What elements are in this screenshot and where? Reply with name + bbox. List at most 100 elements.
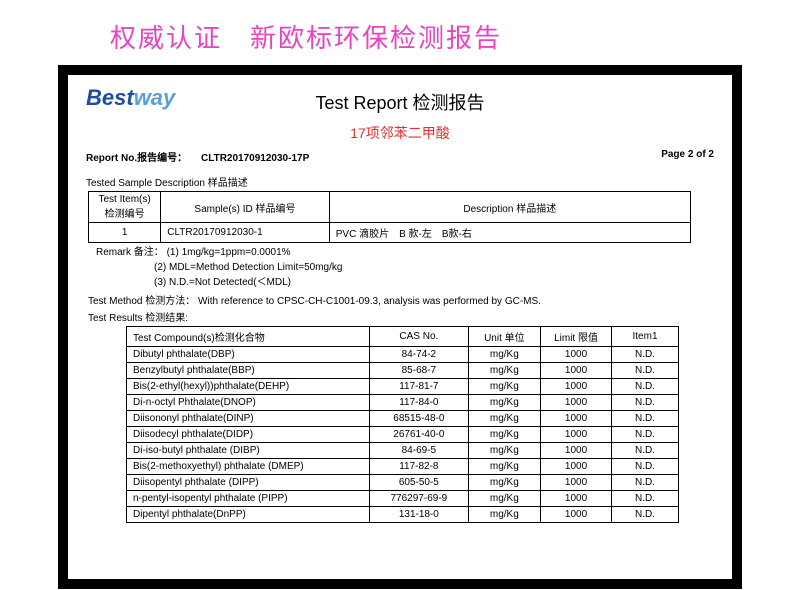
results-header-row: Test Compound(s)检测化合物 CAS No. Unit 单位 Li… [127, 327, 679, 347]
cell-unit: mg/Kg [469, 491, 541, 507]
logo-part1: Best [86, 85, 134, 110]
report-header: Bestway Test Report 检测报告 [86, 85, 714, 121]
sample-row: 1 CLTR20170912030-1 PVC 滴胶片 B 款-左 B款-右 [89, 223, 691, 243]
cell-cas: 26761-40-0 [369, 427, 468, 443]
results-row: Benzylbutyl phthalate(BBP)85-68-7mg/Kg10… [127, 363, 679, 379]
cell-unit: mg/Kg [469, 347, 541, 363]
results-row: Di-n-octyl Phthalate(DNOP)117-84-0mg/Kg1… [127, 395, 679, 411]
method-text: With reference to CPSC-CH-C1001-09.3, an… [198, 296, 541, 307]
test-method: Test Method 检测方法： With reference to CPSC… [88, 292, 714, 307]
cell-limit: 1000 [540, 427, 612, 443]
report-frame: Bestway Test Report 检测报告 17项邻苯二甲酸 Report… [58, 65, 742, 589]
cell-cas: 117-84-0 [369, 395, 468, 411]
report-no-value: CLTR20170912030-17P [201, 153, 309, 164]
results-row: Diisononyl phthalate(DINP)68515-48-0mg/K… [127, 411, 679, 427]
results-label: Test Results 检测结果: [88, 309, 714, 324]
col-sample-id: Sample(s) ID 样品编号 [161, 192, 330, 223]
report-no: Report No.报告编号： CLTR20170912030-17P [86, 149, 309, 164]
col-description: Description 样品描述 [329, 192, 690, 223]
cell-name: Di-n-octyl Phthalate(DNOP) [127, 395, 370, 411]
cell-item: N.D. [612, 363, 678, 379]
remarks-block: Remark 备注： (1) 1mg/kg=1ppm=0.0001% (2) M… [96, 245, 714, 290]
sample-id: CLTR20170912030-1 [161, 223, 330, 243]
cell-unit: mg/Kg [469, 363, 541, 379]
cell-name: Diisononyl phthalate(DINP) [127, 411, 370, 427]
report-subtitle: 17项邻苯二甲酸 [86, 123, 714, 143]
cell-item: N.D. [612, 475, 678, 491]
cell-limit: 1000 [540, 395, 612, 411]
remark-label: Remark 备注： [96, 247, 164, 258]
remark-1: (1) 1mg/kg=1ppm=0.0001% [167, 247, 291, 258]
cell-limit: 1000 [540, 379, 612, 395]
cell-unit: mg/Kg [469, 507, 541, 523]
cell-limit: 1000 [540, 411, 612, 427]
cell-name: n-pentyl-isopentyl phthalate (PIPP) [127, 491, 370, 507]
cell-limit: 1000 [540, 475, 612, 491]
cell-name: Dibutyl phthalate(DBP) [127, 347, 370, 363]
cell-item: N.D. [612, 507, 678, 523]
remark-3: (3) N.D.=Not Detected(＜MDL) [154, 275, 714, 290]
results-row: n-pentyl-isopentyl phthalate (PIPP)77629… [127, 491, 679, 507]
results-row: Dibutyl phthalate(DBP)84-74-2mg/Kg1000N.… [127, 347, 679, 363]
cell-name: Diisopentyl phthalate (DIPP) [127, 475, 370, 491]
cell-cas: 605-50-5 [369, 475, 468, 491]
col-unit: Unit 单位 [469, 327, 541, 347]
cell-cas: 84-69-5 [369, 443, 468, 459]
cell-item: N.D. [612, 427, 678, 443]
sample-num: 1 [89, 223, 161, 243]
col-compound: Test Compound(s)检测化合物 [127, 327, 370, 347]
cell-cas: 117-81-7 [369, 379, 468, 395]
cell-name: Bis(2-methoxyethyl) phthalate (DMEP) [127, 459, 370, 475]
cell-name: Dipentyl phthalate(DnPP) [127, 507, 370, 523]
cell-item: N.D. [612, 347, 678, 363]
page-banner: 权威认证 新欧标环保检测报告 [110, 18, 502, 55]
results-row: Diisodecyl phthalate(DIDP)26761-40-0mg/K… [127, 427, 679, 443]
cell-unit: mg/Kg [469, 427, 541, 443]
cell-name: Diisodecyl phthalate(DIDP) [127, 427, 370, 443]
sample-desc-label: Tested Sample Description 样品描述 [86, 174, 714, 189]
cell-unit: mg/Kg [469, 443, 541, 459]
cell-unit: mg/Kg [469, 411, 541, 427]
brand-logo: Bestway [86, 85, 175, 111]
cell-limit: 1000 [540, 459, 612, 475]
results-table: Test Compound(s)检测化合物 CAS No. Unit 单位 Li… [126, 326, 679, 523]
cell-item: N.D. [612, 395, 678, 411]
cell-cas: 68515-48-0 [369, 411, 468, 427]
sample-header-row: Test Item(s) 检测编号 Sample(s) ID 样品编号 Desc… [89, 192, 691, 223]
page-number: Page 2 of 2 [661, 149, 714, 164]
logo-part2: way [134, 85, 176, 110]
results-row: Diisopentyl phthalate (DIPP)605-50-5mg/K… [127, 475, 679, 491]
col-test-item: Test Item(s) 检测编号 [89, 192, 161, 223]
report-title: Test Report 检测报告 [86, 85, 714, 115]
cell-item: N.D. [612, 491, 678, 507]
col-limit: Limit 限值 [540, 327, 612, 347]
cell-limit: 1000 [540, 507, 612, 523]
report-paper: Bestway Test Report 检测报告 17项邻苯二甲酸 Report… [68, 75, 732, 579]
results-body: Dibutyl phthalate(DBP)84-74-2mg/Kg1000N.… [127, 347, 679, 523]
cell-item: N.D. [612, 411, 678, 427]
cell-name: Benzylbutyl phthalate(BBP) [127, 363, 370, 379]
cell-item: N.D. [612, 443, 678, 459]
cell-unit: mg/Kg [469, 395, 541, 411]
results-row: Bis(2-ethyl(hexyl))phthalate(DEHP)117-81… [127, 379, 679, 395]
cell-cas: 131-18-0 [369, 507, 468, 523]
cell-limit: 1000 [540, 347, 612, 363]
cell-limit: 1000 [540, 443, 612, 459]
cell-cas: 85-68-7 [369, 363, 468, 379]
cell-item: N.D. [612, 379, 678, 395]
cell-limit: 1000 [540, 491, 612, 507]
cell-cas: 84-74-2 [369, 347, 468, 363]
cell-name: Di-iso-butyl phthalate (DIBP) [127, 443, 370, 459]
results-row: Bis(2-methoxyethyl) phthalate (DMEP)117-… [127, 459, 679, 475]
cell-unit: mg/Kg [469, 379, 541, 395]
cell-unit: mg/Kg [469, 459, 541, 475]
report-meta: Report No.报告编号： CLTR20170912030-17P Page… [86, 149, 714, 164]
cell-cas: 776297-69-9 [369, 491, 468, 507]
remark-2: (2) MDL=Method Detection Limit=50mg/kg [154, 260, 714, 275]
sample-table: Test Item(s) 检测编号 Sample(s) ID 样品编号 Desc… [88, 191, 691, 243]
sample-description: PVC 滴胶片 B 款-左 B款-右 [329, 223, 690, 243]
cell-cas: 117-82-8 [369, 459, 468, 475]
results-row: Di-iso-butyl phthalate (DIBP)84-69-5mg/K… [127, 443, 679, 459]
cell-name: Bis(2-ethyl(hexyl))phthalate(DEHP) [127, 379, 370, 395]
cell-item: N.D. [612, 459, 678, 475]
